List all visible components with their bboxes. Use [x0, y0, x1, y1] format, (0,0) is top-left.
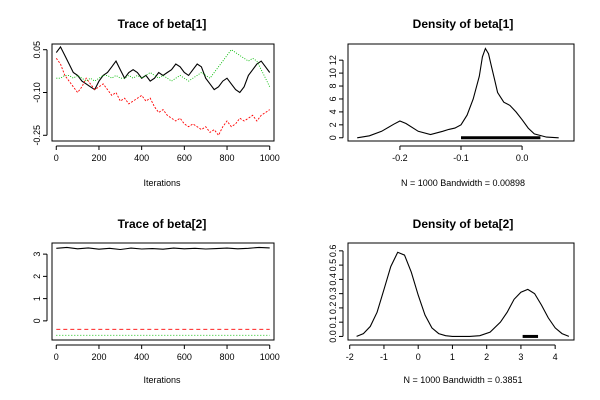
x-tick-label: 0.0 — [516, 153, 529, 163]
y-tick-label: 4 — [328, 109, 338, 114]
series-line-1 — [56, 246, 270, 251]
y-tick-label: 0 — [328, 135, 338, 140]
x-tick-label: 0 — [416, 352, 421, 362]
series-line-1 — [356, 251, 570, 337]
plot-frame — [347, 242, 575, 341]
plot-frame — [51, 242, 275, 341]
plot-area: 0 200 400 600 800 1000 0.05 -0.10 -0.25 — [32, 41, 280, 163]
panel-title: Trace of beta[2] — [118, 217, 207, 231]
panel-density-beta1: Density of beta[1] N = 1000 Bandwidth = … — [328, 17, 575, 188]
plot-frame — [51, 43, 275, 142]
x-tick-label: 1000 — [260, 153, 280, 163]
x-axis-label: Iterations — [143, 375, 181, 385]
plot-area: -0.2 -0.1 0.0 0 2 4 6 8 10 12 — [328, 47, 559, 163]
x-tick-label: 800 — [220, 352, 235, 362]
y-tick-label: 6 — [328, 96, 338, 101]
x-axis-label: Iterations — [143, 178, 181, 188]
series-line-2 — [55, 58, 270, 137]
y-tick-label: 12 — [328, 55, 338, 65]
panel-trace-beta1: Trace of beta[1] Iterations 0 200 400 600 80… — [32, 17, 280, 188]
x-tick-label: -2 — [346, 352, 354, 362]
series-line-3 — [56, 49, 271, 87]
y-tick-label: 0.5 — [328, 259, 338, 272]
x-tick-label: 600 — [177, 352, 192, 362]
y-tick-label: -0.25 — [32, 125, 42, 146]
x-tick-label: -0.2 — [392, 153, 408, 163]
series-line-1 — [55, 45, 271, 94]
x-tick-label: 1 — [450, 352, 455, 362]
y-tick-label: 2 — [328, 122, 338, 127]
y-tick-label: 3 — [32, 252, 42, 257]
y-tick-label: 0.0 — [328, 330, 338, 343]
y-tick-label: 0.4 — [328, 273, 338, 286]
panel-title: Trace of beta[1] — [118, 17, 207, 31]
y-tick-label: 2 — [32, 274, 42, 279]
x-tick-label: 600 — [177, 153, 192, 163]
y-tick-label: 0.1 — [328, 316, 338, 329]
y-tick-label: 0 — [32, 318, 42, 323]
panel-trace-beta2: Trace of beta[2] Iterations 0 200 400 600 80… — [32, 217, 280, 385]
panel-density-beta2: Density of beta[2] N = 1000 Bandwidth = … — [328, 217, 575, 385]
x-tick-label: 400 — [134, 153, 149, 163]
x-axis-label: N = 1000 Bandwidth = 0.00898 — [401, 178, 525, 188]
x-tick-label: 200 — [91, 153, 106, 163]
x-tick-label: 200 — [91, 352, 106, 362]
y-tick-label: -0.10 — [32, 82, 42, 103]
y-tick-label: 0.3 — [328, 287, 338, 300]
x-tick-label: 3 — [518, 352, 523, 362]
plot-area: -2 -1 0 1 2 3 4 0.00.10.2 0.30.40.50.6 — [328, 245, 570, 362]
x-tick-label: 4 — [553, 352, 558, 362]
x-tick-label: 2 — [484, 352, 489, 362]
panel-title: Density of beta[1] — [413, 17, 514, 31]
x-tick-label: -0.1 — [453, 153, 469, 163]
x-tick-label: 400 — [134, 352, 149, 362]
x-tick-label: 0 — [54, 153, 59, 163]
plot-frame — [347, 43, 575, 142]
x-tick-label: -1 — [380, 352, 388, 362]
y-tick-label: 0.2 — [328, 302, 338, 315]
x-tick-label: 1000 — [260, 352, 280, 362]
plot-area: 0 200 400 600 800 1000 0 1 2 3 — [32, 246, 280, 362]
y-tick-label: 8 — [328, 84, 338, 89]
x-tick-label: 0 — [54, 352, 59, 362]
x-tick-label: 800 — [220, 153, 235, 163]
series-line-1 — [357, 47, 559, 139]
x-axis-label: N = 1000 Bandwidth = 0.3851 — [403, 375, 522, 385]
y-tick-label: 0.6 — [328, 245, 338, 258]
panel-title: Density of beta[2] — [413, 217, 514, 231]
y-tick-label: 0.05 — [32, 41, 42, 59]
y-tick-label: 10 — [328, 68, 338, 78]
y-tick-label: 1 — [32, 296, 42, 301]
